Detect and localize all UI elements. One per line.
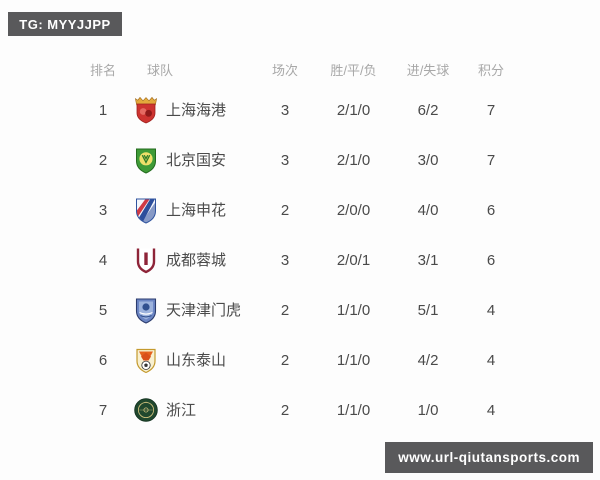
telegram-watermark-label: TG: MYYJJPP: [19, 16, 111, 32]
column-header-matches: 场次: [271, 62, 298, 78]
rank-value: 1: [98, 101, 108, 119]
matches-value: 3: [280, 151, 290, 169]
rank-value: 4: [98, 251, 108, 269]
column-header-team: 球队: [147, 62, 174, 78]
chengdu-rongcheng-badge-icon: [133, 246, 159, 274]
wdl-value: 2/1/0: [336, 151, 371, 169]
rank-value: 6: [98, 351, 108, 369]
points-value: 7: [486, 101, 496, 119]
goals-value: 3/0: [417, 151, 439, 169]
team-name: 天津津门虎: [166, 301, 242, 319]
team-cell: 天津津门虎: [133, 296, 250, 324]
team-cell: 北京国安: [133, 146, 250, 174]
team-cell: 上海海港: [133, 96, 250, 124]
table-row: 1 上海海港 3 2/1/0 6/2 7: [73, 85, 513, 135]
goals-value: 1/0: [417, 401, 439, 419]
zhejiang-badge-icon: [133, 396, 159, 424]
points-value: 6: [486, 201, 496, 219]
league-standings-table: 排名 球队 场次 胜/平/负 进/失球 积分 1 上海海港 3 2/1/0 6/…: [73, 55, 513, 435]
website-watermark-chip: www.url-qiutansports.com: [385, 442, 593, 473]
wdl-value: 1/1/0: [336, 351, 371, 369]
wdl-value: 2/0/1: [336, 251, 371, 269]
matches-value: 2: [280, 401, 290, 419]
points-value: 4: [486, 351, 496, 369]
table-row: 3 上海申花 2 2/0/0 4/0: [73, 185, 513, 235]
column-header-rank: 排名: [89, 62, 116, 78]
table-header-row: 排名 球队 场次 胜/平/负 进/失球 积分: [73, 55, 513, 85]
team-name: 成都蓉城: [166, 251, 227, 269]
website-watermark-label: www.url-qiutansports.com: [398, 450, 580, 465]
matches-value: 3: [280, 251, 290, 269]
points-value: 4: [486, 301, 496, 319]
goals-value: 4/0: [417, 201, 439, 219]
rank-value: 5: [98, 301, 108, 319]
matches-value: 3: [280, 101, 290, 119]
column-header-points: 积分: [477, 62, 504, 78]
shanghai-port-badge-icon: [133, 96, 159, 124]
tianjin-jinmenhu-badge-icon: [133, 296, 159, 324]
wdl-value: 2/0/0: [336, 201, 371, 219]
wdl-value: 1/1/0: [336, 301, 371, 319]
team-name: 山东泰山: [166, 351, 227, 369]
points-value: 4: [486, 401, 496, 419]
matches-value: 2: [280, 351, 290, 369]
matches-value: 2: [280, 301, 290, 319]
team-name: 浙江: [166, 401, 197, 419]
matches-value: 2: [280, 201, 290, 219]
table-row: 5 天津津门虎 2 1/1/0 5/1 4: [73, 285, 513, 335]
goals-value: 6/2: [417, 101, 439, 119]
rank-value: 3: [98, 201, 108, 219]
goals-value: 3/1: [417, 251, 439, 269]
table-row: 6 山东泰山 2 1/1/0 4/2 4: [73, 335, 513, 385]
points-value: 7: [486, 151, 496, 169]
team-cell: 浙江: [133, 396, 250, 424]
column-header-wdl: 胜/平/负: [330, 62, 377, 78]
table-row: 4 成都蓉城 3 2/0/1 3/1 6: [73, 235, 513, 285]
goals-value: 4/2: [417, 351, 439, 369]
rank-value: 7: [98, 401, 108, 419]
wdl-value: 1/1/0: [336, 401, 371, 419]
shanghai-shenhua-badge-icon: [133, 196, 159, 224]
rank-value: 2: [98, 151, 108, 169]
team-name: 北京国安: [166, 151, 227, 169]
shandong-taishan-badge-icon: [133, 346, 159, 374]
column-header-goals: 进/失球: [406, 62, 450, 78]
wdl-value: 2/1/0: [336, 101, 371, 119]
table-row: 7 浙江 2 1/1/0 1/0 4: [73, 385, 513, 435]
table-row: 2 北京国安 3 2/1/0 3/0 7: [73, 135, 513, 185]
team-cell: 上海申花: [133, 196, 250, 224]
team-name: 上海申花: [166, 201, 227, 219]
team-cell: 成都蓉城: [133, 246, 250, 274]
goals-value: 5/1: [417, 301, 439, 319]
telegram-watermark-chip: TG: MYYJJPP: [8, 12, 122, 36]
beijing-guoan-badge-icon: [133, 146, 159, 174]
team-cell: 山东泰山: [133, 346, 250, 374]
points-value: 6: [486, 251, 496, 269]
team-name: 上海海港: [166, 101, 227, 119]
